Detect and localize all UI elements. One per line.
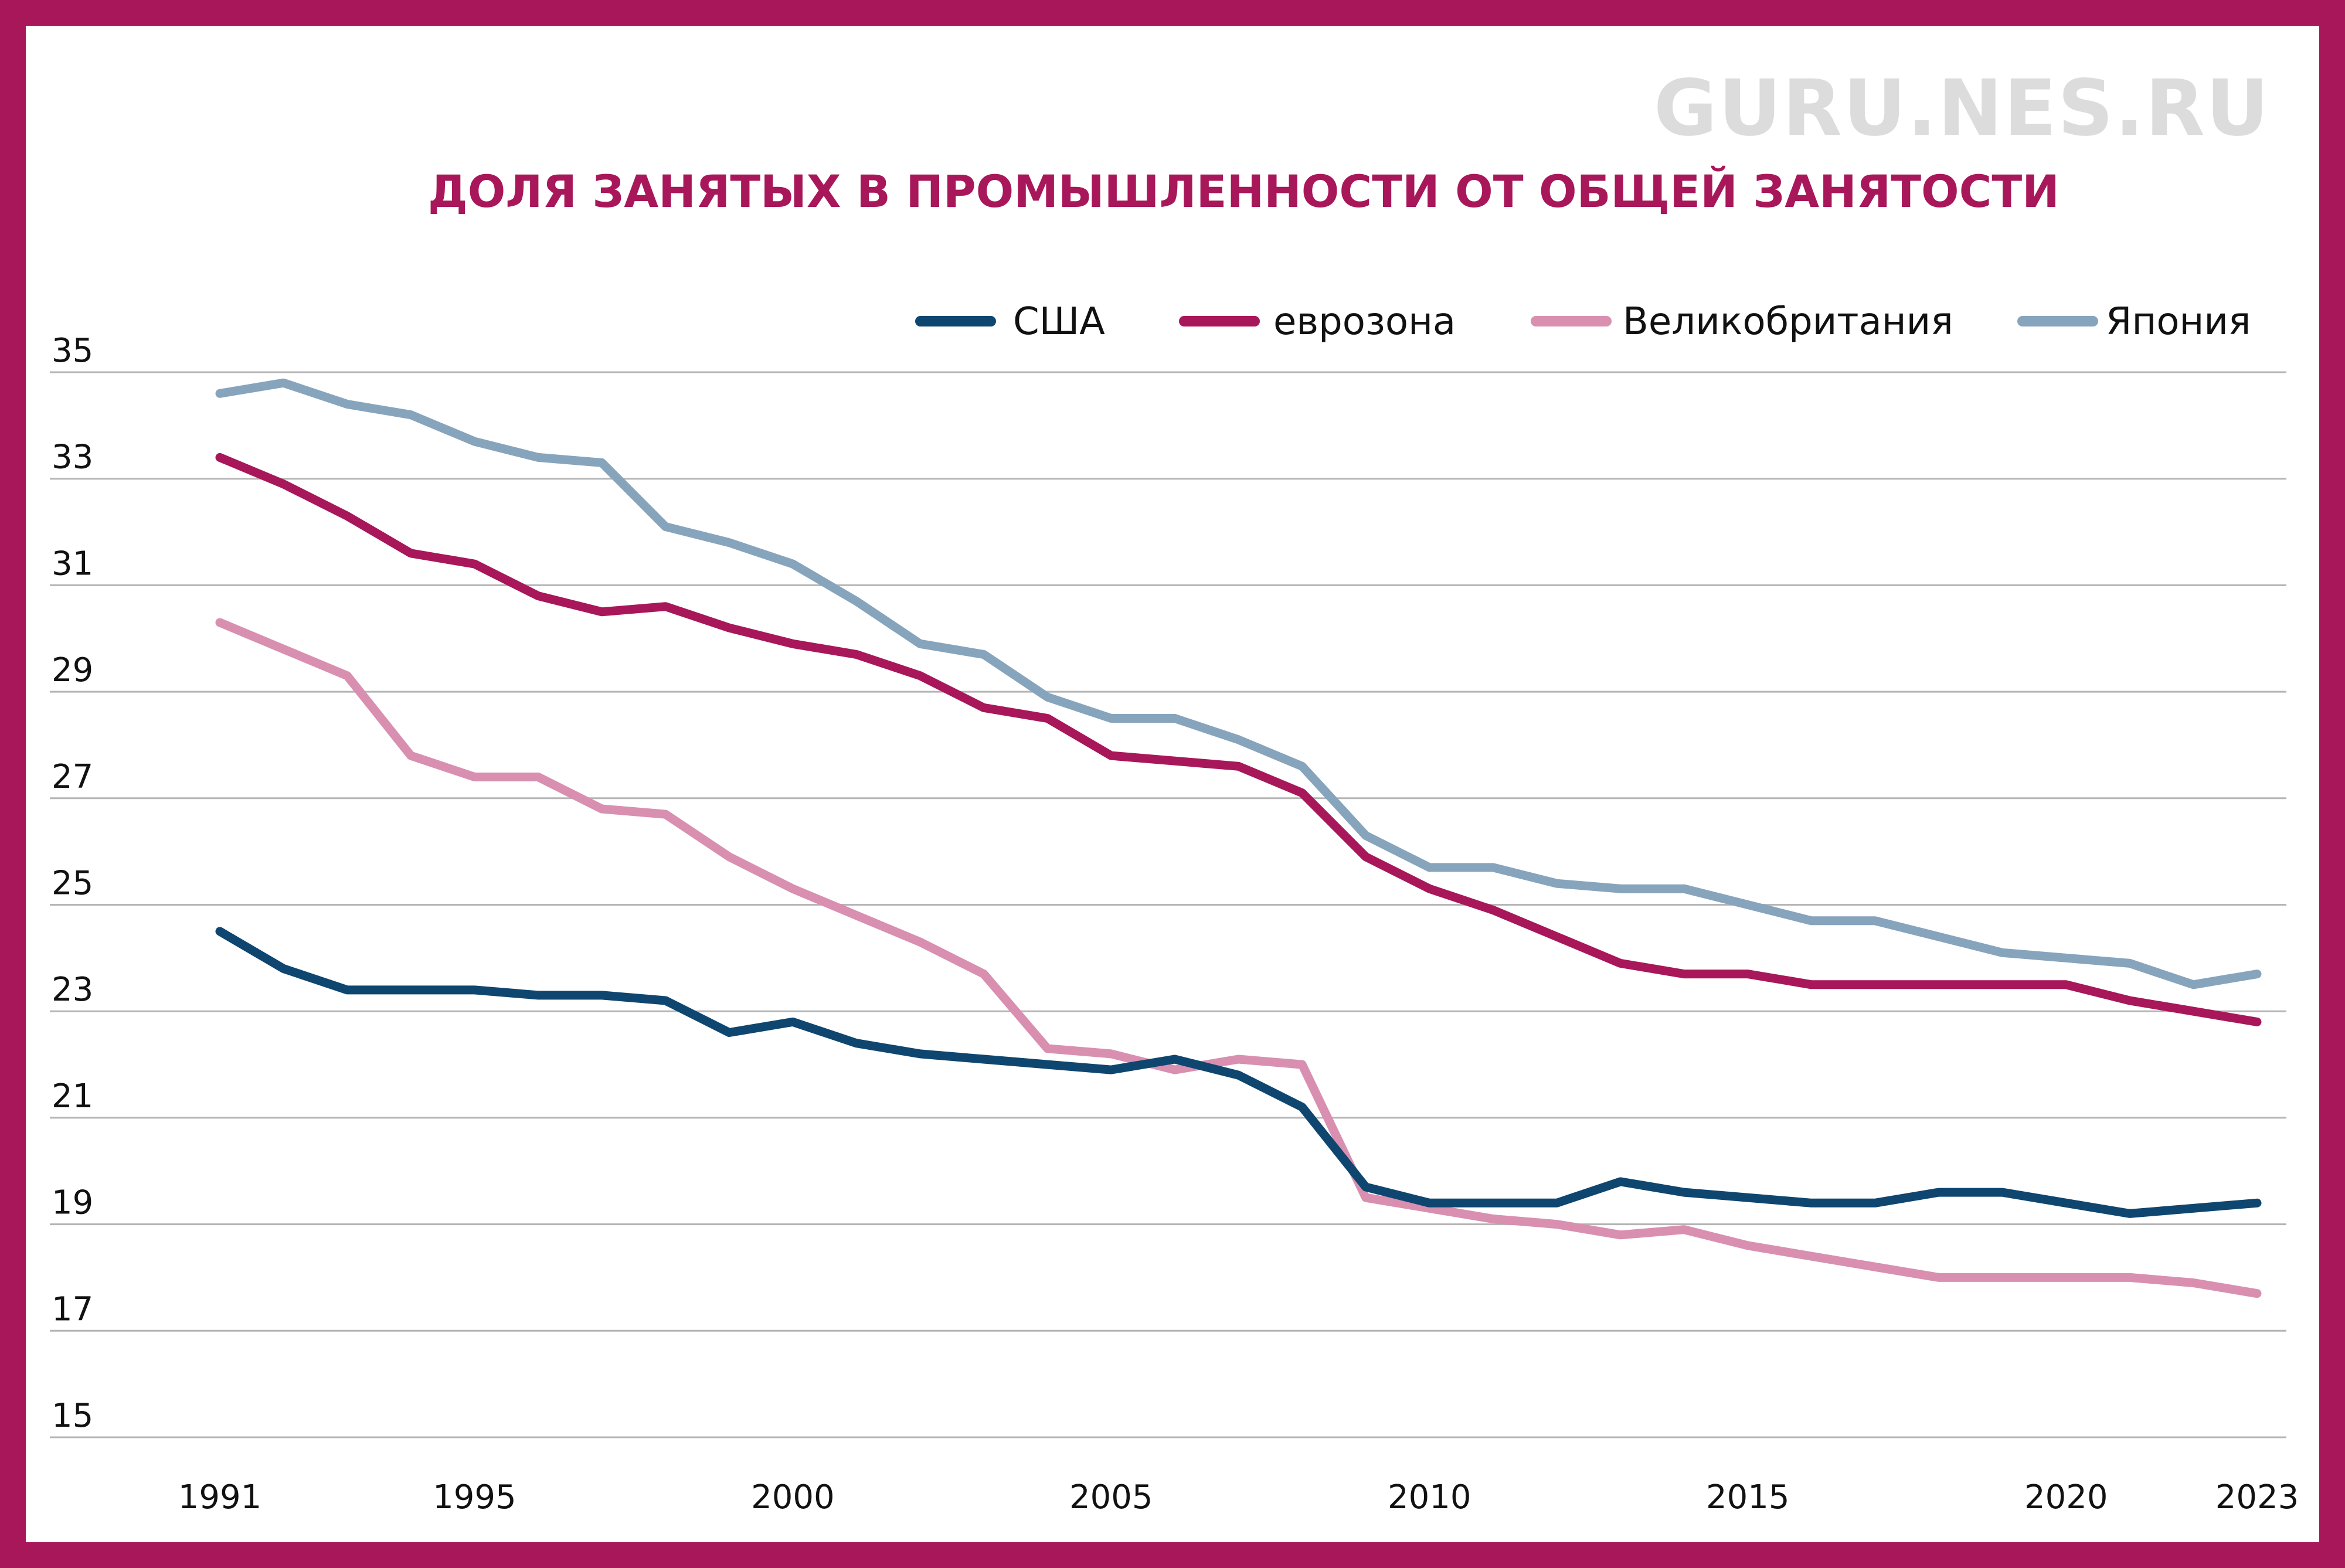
series-line-4 <box>215 378 2262 989</box>
y-tick-label-23: 23 <box>52 971 93 1009</box>
x-tick-label-2010: 2010 <box>1388 1478 1471 1516</box>
y-axis-ticks: 15 17 19 21 23 25 27 29 31 33 35 <box>52 332 93 1435</box>
x-tick-label-2020: 2020 <box>2024 1478 2108 1516</box>
x-tick-label-2000: 2000 <box>751 1478 835 1516</box>
x-tick-label-1991: 1991 <box>178 1478 262 1516</box>
legend-label-4: Япония <box>2106 300 2251 343</box>
y-tick-label-31: 31 <box>52 545 93 583</box>
x-axis-ticks: 1991 1995 2000 2005 2010 2015 2020 2023 <box>178 1478 2299 1516</box>
x-tick-label-1995: 1995 <box>433 1478 516 1516</box>
chart-title: ДОЛЯ ЗАНЯТЫХ В ПРОМЫШЛЕННОСТИ ОТ ОБЩЕЙ З… <box>428 165 2059 217</box>
gridlines <box>50 371 2286 1438</box>
y-tick-label-15: 15 <box>52 1397 93 1435</box>
legend-label-3: Великобритания <box>1623 300 1953 343</box>
y-tick-label-35: 35 <box>52 332 93 370</box>
y-tick-label-17: 17 <box>52 1290 93 1328</box>
legend-label-2: еврозона <box>1273 300 1456 343</box>
x-tick-label-2023: 2023 <box>2215 1478 2299 1516</box>
series-line-2 <box>215 453 2262 1026</box>
legend-label-1: США <box>1013 300 1105 343</box>
legend: США еврозона Великобритания Япония <box>915 300 2251 343</box>
x-tick-label-2005: 2005 <box>1069 1478 1153 1516</box>
y-tick-label-33: 33 <box>52 438 93 477</box>
series-lines <box>215 378 2262 1298</box>
series-line-1 <box>215 927 2262 1218</box>
y-tick-label-27: 27 <box>52 758 93 796</box>
y-tick-label-25: 25 <box>52 865 93 903</box>
y-tick-label-29: 29 <box>52 651 93 689</box>
watermark: GURU.NES.RU <box>1653 63 2270 154</box>
x-tick-label-2015: 2015 <box>1706 1478 1790 1516</box>
y-tick-label-21: 21 <box>52 1077 93 1115</box>
y-tick-label-19: 19 <box>52 1184 93 1222</box>
series-line-3 <box>215 618 2262 1298</box>
